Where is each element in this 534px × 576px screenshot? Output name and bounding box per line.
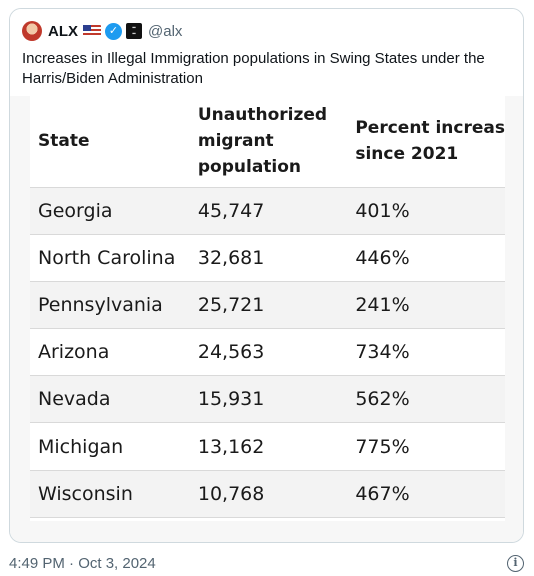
cell-state: North Carolina <box>30 233 190 282</box>
cell-percent: 562% <box>347 375 505 423</box>
table-row: Nevada 15,931 562% <box>30 375 505 423</box>
header-percent-line-2: since 2021 <box>355 144 459 165</box>
header-population-line-3: population <box>197 157 302 178</box>
header-percent: Percent increas since 2021 <box>347 96 505 187</box>
author-name[interactable]: ALX <box>48 22 78 40</box>
post-text: Increases in Illegal Immigration populat… <box>22 50 485 87</box>
cell-percent: 467% <box>347 469 505 518</box>
header-population-line-2: migrant <box>197 131 274 152</box>
cell-state: Arizona <box>30 328 190 376</box>
cell-population: 15,931 <box>189 375 348 423</box>
cell-state: Nevada <box>30 375 190 423</box>
immigration-table: State Unauthorized migrant population Pe… <box>30 96 505 518</box>
cell-state: Wisconsin <box>30 469 190 518</box>
affiliate-badge-icon[interactable]: ▪▪ ▪▪ <box>126 23 142 39</box>
avatar[interactable] <box>22 21 42 41</box>
cell-percent: 241% <box>347 280 505 329</box>
cell-population: 32,681 <box>189 233 348 282</box>
cell-population: 25,721 <box>189 280 348 329</box>
table-row: Michigan 13,162 775% <box>30 422 505 471</box>
header-state-line-1: State <box>38 131 90 152</box>
table-row: Wisconsin 10,768 467% <box>30 469 505 518</box>
author-row: ALX ✓ ▪▪ ▪▪ @alx <box>22 20 511 42</box>
table-row: North Carolina 32,681 446% <box>30 233 505 282</box>
author-handle[interactable]: @alx <box>148 22 183 40</box>
header-population-line-1: Unauthorized <box>197 105 328 126</box>
table-row: Pennsylvania 25,721 241% <box>30 280 505 329</box>
cell-percent: 775% <box>347 422 505 471</box>
cell-state: Pennsylvania <box>30 280 190 329</box>
tweet-header: ALX ✓ ▪▪ ▪▪ @alx Increases in Illegal Imm… <box>10 9 523 89</box>
header-population: Unauthorized migrant population <box>190 96 347 187</box>
table-row: Georgia 45,747 401% <box>30 186 505 235</box>
table-header-row: State Unauthorized migrant population Pe… <box>30 96 505 187</box>
cell-population: 10,768 <box>189 469 348 518</box>
cell-population: 45,747 <box>189 186 348 235</box>
cell-state: Georgia <box>30 186 190 235</box>
cell-percent: 401% <box>347 186 505 235</box>
cell-percent: 446% <box>347 233 505 282</box>
verified-badge-icon[interactable]: ✓ <box>105 22 122 40</box>
us-flag-icon <box>83 25 101 37</box>
post-timestamp[interactable]: 4:49 PM · Oct 3, 2024 <box>9 554 156 572</box>
cell-population: 13,162 <box>189 422 348 471</box>
cell-state: Michigan <box>30 422 190 471</box>
tweet-footer: 4:49 PM · Oct 3, 2024 i <box>9 553 524 573</box>
info-icon[interactable]: i <box>507 554 524 572</box>
table-row: Arizona 24,563 734% <box>30 328 505 376</box>
header-percent-line-1: Percent increas <box>355 118 505 139</box>
cell-population: 24,563 <box>189 328 348 376</box>
tweet-card[interactable]: ALX ✓ ▪▪ ▪▪ @alx Increases in Illegal Imm… <box>9 8 524 543</box>
header-state: State <box>30 96 190 187</box>
post-media-image[interactable]: State Unauthorized migrant population Pe… <box>10 96 523 542</box>
data-table-image: State Unauthorized migrant population Pe… <box>30 96 505 521</box>
cell-percent: 734% <box>347 328 505 376</box>
